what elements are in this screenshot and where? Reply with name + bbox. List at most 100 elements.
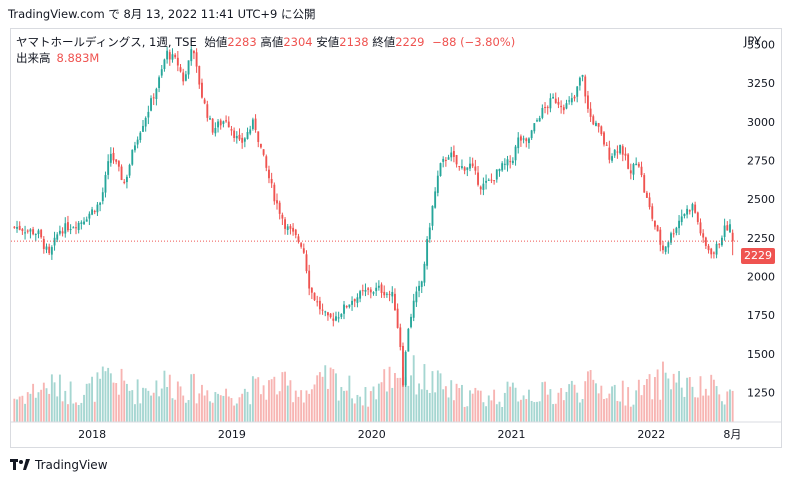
- candle-body: [662, 245, 664, 251]
- candle-body: [627, 154, 630, 169]
- candle-body: [168, 52, 171, 60]
- candle-body: [171, 54, 174, 60]
- candle-body: [147, 111, 150, 118]
- currency-label[interactable]: JPY: [744, 34, 762, 48]
- candle-body: [528, 138, 530, 144]
- candle-body: [93, 211, 96, 213]
- volume-label[interactable]: 出来高: [16, 51, 51, 65]
- candle-body: [305, 254, 308, 272]
- candle-body: [107, 161, 110, 175]
- volume-bar: [474, 387, 477, 422]
- candle-body: [611, 156, 613, 161]
- volume-bar: [525, 399, 528, 422]
- candle-body: [222, 121, 225, 124]
- footer-brand[interactable]: TradingView: [10, 458, 108, 472]
- symbol-label[interactable]: ヤマトホールディングス, 1週, TSE: [16, 35, 197, 49]
- candle-body: [176, 57, 179, 66]
- volume-bar: [678, 371, 680, 422]
- volume-bar: [209, 401, 211, 422]
- volume-bar: [99, 378, 102, 422]
- volume-bar: [461, 384, 463, 422]
- volume-bar: [672, 373, 675, 422]
- candle-body: [50, 247, 53, 255]
- candle-body: [536, 120, 538, 122]
- close-label: 終値: [372, 35, 396, 49]
- volume-bar: [423, 364, 426, 422]
- candle-body: [13, 226, 16, 228]
- candle-body: [576, 86, 579, 97]
- time-tick-label: 2020: [358, 428, 386, 441]
- volume-bar: [415, 394, 418, 422]
- volume-bar: [721, 401, 723, 422]
- volume-bar: [265, 399, 268, 422]
- price-axis[interactable]: 1250 1500 1750 2000 2250 2500 2750 3000 3250 3500: [747, 38, 775, 399]
- volume-bar: [324, 365, 327, 422]
- candle-body: [241, 137, 244, 143]
- candle-body: [643, 175, 646, 193]
- candle-body: [578, 77, 581, 86]
- volume-bar: [318, 372, 321, 422]
- candle-body: [289, 226, 292, 229]
- published-caption: TradingView.com で 8月 13, 2022 11:41 UTC+…: [8, 7, 316, 21]
- candle-body: [667, 242, 670, 248]
- candle-body: [640, 166, 643, 176]
- volume-bar: [544, 381, 546, 422]
- volume-bar: [589, 370, 592, 422]
- volume-bar: [80, 402, 83, 422]
- candle-body: [452, 151, 455, 157]
- volume-bar: [600, 385, 603, 422]
- volume-bar: [479, 390, 482, 422]
- volume-bar: [136, 379, 139, 422]
- volume-bar: [155, 380, 158, 422]
- volume-bar: [554, 403, 557, 422]
- candle-body: [410, 316, 412, 328]
- volume-bar: [619, 401, 622, 422]
- candle-body: [637, 163, 640, 167]
- candle-body: [431, 205, 434, 226]
- candle-body: [109, 153, 112, 163]
- volume-bar: [292, 402, 295, 422]
- volume-bar: [519, 399, 522, 422]
- volume-bar: [88, 383, 91, 422]
- candle-body: [179, 67, 182, 72]
- volume-bar: [179, 386, 182, 422]
- volume-bar: [259, 394, 262, 422]
- candle-body: [469, 163, 471, 169]
- volume-bar: [69, 381, 72, 422]
- volume-bar: [214, 392, 217, 422]
- volume-bar: [383, 369, 386, 422]
- volume-bar: [72, 403, 75, 422]
- volume-bar: [305, 390, 308, 422]
- volume-bar: [340, 386, 343, 422]
- volume-bar: [40, 389, 43, 422]
- candle-body: [123, 181, 126, 183]
- volume-bar: [77, 405, 80, 422]
- volume-bar: [37, 392, 40, 422]
- candle-body: [230, 129, 233, 131]
- candle-body: [442, 158, 445, 162]
- volume-bar: [369, 391, 372, 422]
- candle-body: [335, 316, 337, 321]
- volume-bar: [112, 382, 115, 422]
- volume-bar: [541, 382, 544, 422]
- volume-bar: [552, 404, 555, 422]
- volume-bar: [246, 391, 249, 422]
- volume-bar: [67, 404, 69, 422]
- candle-body: [511, 160, 514, 164]
- price-tick-label: 2500: [747, 193, 775, 206]
- price-tick-label: 2750: [747, 155, 775, 168]
- time-tick-label: 2022: [637, 428, 665, 441]
- time-axis[interactable]: 2018 2019 2020 2021 2022 8月: [11, 421, 782, 441]
- candle-body: [273, 184, 276, 202]
- volume-bar: [152, 392, 155, 422]
- candle-body: [104, 175, 107, 193]
- candle-body: [664, 246, 667, 252]
- price-tick-label: 3500: [747, 38, 775, 51]
- volume-bar: [621, 380, 624, 422]
- candle-body: [48, 246, 51, 254]
- candle-body: [565, 103, 568, 109]
- candle-body: [203, 99, 206, 104]
- candle-body: [227, 121, 230, 128]
- candle-body: [616, 151, 619, 153]
